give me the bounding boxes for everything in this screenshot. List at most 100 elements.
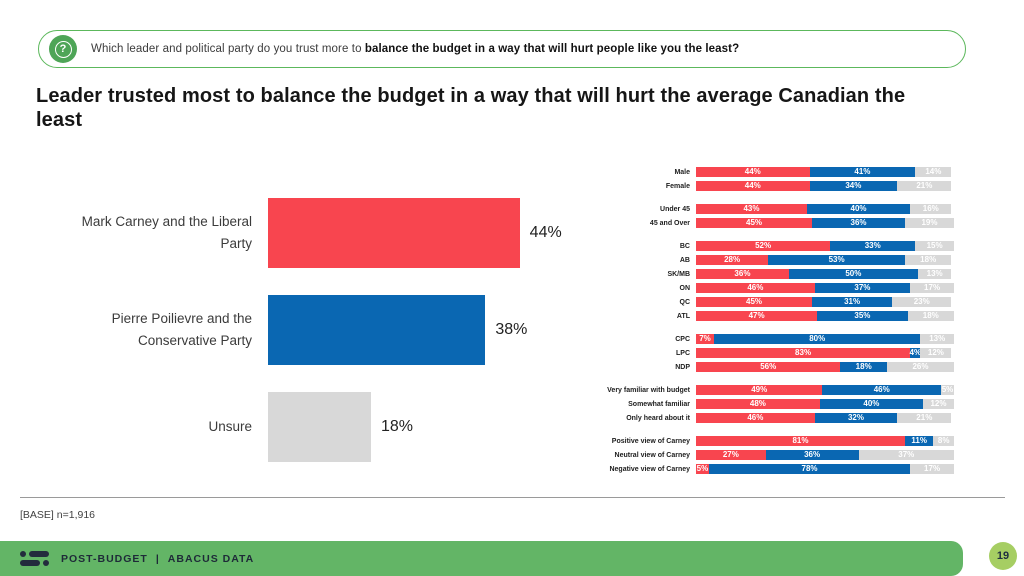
demo-segment-value: 56% <box>760 362 777 371</box>
demo-segment-value: 16% <box>922 204 939 213</box>
demo-segment-unsure: 8% <box>933 436 954 446</box>
demo-segment-conservative: 36% <box>812 218 905 228</box>
demo-segment-liberal: 44% <box>696 167 810 177</box>
demo-row-label: 45 and Over <box>649 219 690 227</box>
demo-segment-value: 7% <box>699 334 711 343</box>
demo-segment-value: 78% <box>801 464 818 473</box>
demo-segment-value: 80% <box>809 334 826 343</box>
demo-segment-unsure: 18% <box>907 311 954 321</box>
demo-row: 45 and Over 45% 36% 19% <box>598 218 966 228</box>
demo-segment-value: 44% <box>744 167 761 176</box>
demo-stacked-bar: 49% 46% 5% <box>696 385 954 395</box>
demo-segment-value: 12% <box>930 399 947 408</box>
main-bar-label: Unsure <box>208 419 252 435</box>
demo-row-label: Negative view of Carney <box>609 465 690 473</box>
demo-segment-liberal: 46% <box>696 413 815 423</box>
demo-segment-unsure: 18% <box>904 255 952 265</box>
demo-stacked-bar: 52% 33% 15% <box>696 241 954 251</box>
demo-segment-value: 41% <box>854 167 871 176</box>
demo-segment-liberal: 5% <box>696 464 709 474</box>
demo-segment-value: 31% <box>844 297 861 306</box>
demo-segment-liberal: 36% <box>696 269 789 279</box>
demo-row-label: Only heard about it <box>626 414 690 422</box>
demo-segment-value: 8% <box>937 436 950 445</box>
demo-segment-value: 48% <box>749 399 766 408</box>
demo-row: Very familiar with budget 49% 46% 5% <box>598 385 966 395</box>
survey-question-text: Which leader and political party do you … <box>91 43 739 55</box>
demo-segment-value: 45% <box>746 297 763 306</box>
demo-segment-value: 32% <box>847 413 864 422</box>
demo-segment-value: 21% <box>916 413 933 422</box>
demo-segment-liberal: 46% <box>696 283 815 293</box>
demo-row: ON 46% 37% 17% <box>598 283 966 293</box>
demo-segment-conservative: 33% <box>830 241 916 251</box>
demo-row: AB 28% 53% 18% <box>598 255 966 265</box>
demo-segment-unsure: 13% <box>917 269 952 279</box>
demo-segment-value: 5% <box>941 385 954 394</box>
main-bar <box>268 295 486 365</box>
demo-segment-unsure: 12% <box>920 348 952 358</box>
main-bar-value: 44% <box>529 224 562 241</box>
demo-segment-unsure: 21% <box>897 413 952 423</box>
demo-segment-value: 40% <box>850 204 867 213</box>
demo-stacked-bar: 44% 41% 14% <box>696 167 954 177</box>
main-bar <box>268 392 371 462</box>
demo-segment-value: 18% <box>920 255 937 264</box>
demo-segment-liberal: 27% <box>696 450 766 460</box>
demo-segment-conservative: 18% <box>840 362 887 372</box>
demo-segment-conservative: 11% <box>904 436 934 446</box>
demo-group: CPC 7% 80% 13% LPC 83% 4% 12% NDP 56% 18% 26% <box>598 334 966 372</box>
demo-segment-conservative: 78% <box>708 464 911 474</box>
demo-segment-liberal: 44% <box>696 181 810 191</box>
demo-segment-value: 50% <box>845 269 862 278</box>
demo-segment-unsure: 26% <box>886 362 954 372</box>
demo-stacked-bar: 56% 18% 26% <box>696 362 954 372</box>
demo-segment-value: 40% <box>863 399 880 408</box>
demo-segment-liberal: 45% <box>696 218 813 228</box>
demo-row: Female 44% 34% 21% <box>598 181 966 191</box>
demo-segment-conservative: 37% <box>814 283 911 293</box>
footer-divider <box>20 497 1005 498</box>
demo-segment-value: 46% <box>747 413 764 422</box>
demo-segment-value: 35% <box>854 311 871 320</box>
demo-row: Only heard about it 46% 32% 21% <box>598 413 966 423</box>
demo-stacked-bar: 36% 50% 13% <box>696 269 954 279</box>
demo-row: Somewhat familiar 48% 40% 12% <box>598 399 966 409</box>
demo-segment-unsure: 21% <box>897 181 952 191</box>
demo-stacked-bar: 27% 36% 37% <box>696 450 954 460</box>
demo-segment-value: 15% <box>926 241 943 250</box>
demo-segment-value: 13% <box>926 269 943 278</box>
demo-group: BC 52% 33% 15% AB 28% 53% 18% SK/MB 36% 50% 13% ON 46… <box>598 241 966 321</box>
demo-segment-value: 5% <box>696 464 709 473</box>
demo-segment-value: 4% <box>909 348 922 357</box>
demo-segment-liberal: 48% <box>696 399 820 409</box>
demo-segment-unsure: 23% <box>892 297 952 307</box>
demo-segment-conservative: 50% <box>788 269 918 279</box>
demo-segment-conservative: 34% <box>809 181 898 191</box>
demo-row: SK/MB 36% 50% 13% <box>598 269 966 279</box>
demo-row: Under 45 43% 40% 16% <box>598 204 966 214</box>
demo-segment-value: 14% <box>925 167 942 176</box>
demo-segment-value: 49% <box>751 385 768 394</box>
demo-segment-liberal: 83% <box>696 348 911 358</box>
demo-row-label: Under 45 <box>660 205 690 213</box>
question-mark-icon: ? <box>49 35 77 63</box>
demo-segment-conservative: 4% <box>909 348 922 358</box>
demo-row: Male 44% 41% 14% <box>598 167 966 177</box>
demo-segment-unsure: 37% <box>858 450 954 460</box>
demo-segment-value: 83% <box>795 348 812 357</box>
demo-row-label: Female <box>665 182 690 190</box>
demo-segment-liberal: 49% <box>696 385 823 395</box>
demo-segment-liberal: 7% <box>696 334 715 344</box>
demo-row: Positive view of Carney 81% 11% 8% <box>598 436 966 446</box>
demo-segment-liberal: 43% <box>696 204 807 214</box>
demo-segment-value: 27% <box>722 450 739 459</box>
demo-segment-value: 81% <box>792 436 809 445</box>
demo-segment-value: 47% <box>748 311 765 320</box>
demo-segment-unsure: 14% <box>915 167 952 177</box>
demo-row-label: NDP <box>675 363 690 371</box>
demo-stacked-bar: 5% 78% 17% <box>696 464 954 474</box>
demo-stacked-bar: 81% 11% 8% <box>696 436 954 446</box>
demo-row: BC 52% 33% 15% <box>598 241 966 251</box>
